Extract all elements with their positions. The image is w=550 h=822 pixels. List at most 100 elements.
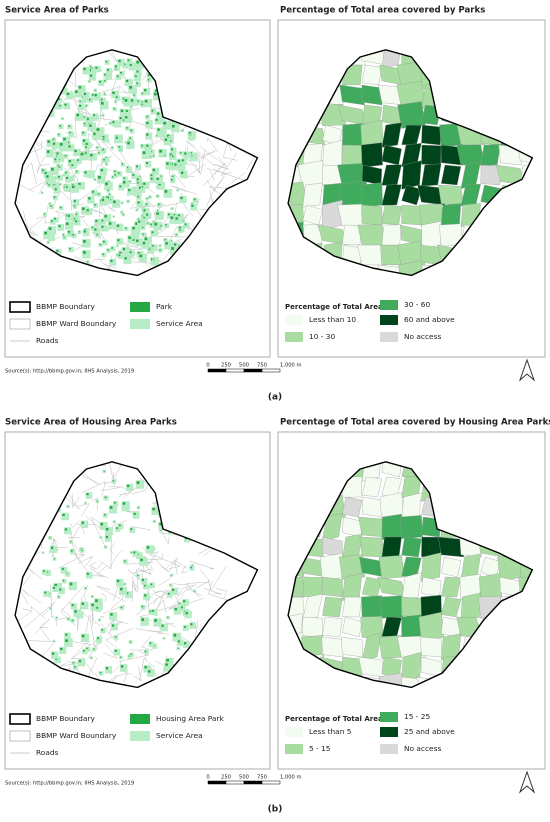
park xyxy=(64,528,68,531)
park xyxy=(57,133,60,136)
service-area xyxy=(127,188,135,196)
service-area xyxy=(155,176,163,184)
park xyxy=(70,541,72,543)
park xyxy=(69,131,71,134)
service-area xyxy=(64,571,71,577)
park xyxy=(144,99,148,103)
legend-swatch xyxy=(285,727,303,737)
park xyxy=(193,590,195,592)
service-area xyxy=(125,591,133,599)
park xyxy=(100,98,103,101)
park xyxy=(152,155,155,157)
park xyxy=(153,520,155,522)
ward xyxy=(358,656,386,678)
service-area xyxy=(85,116,94,125)
park xyxy=(84,152,87,155)
ward-line xyxy=(26,141,42,155)
ward xyxy=(321,636,344,658)
service-area xyxy=(144,161,152,168)
park xyxy=(110,259,113,262)
park xyxy=(91,226,94,229)
park xyxy=(102,148,104,151)
park xyxy=(59,142,63,146)
legend-label: Less than 10 xyxy=(309,315,356,324)
service-area xyxy=(73,148,81,157)
service-area xyxy=(139,557,148,566)
park xyxy=(136,178,139,181)
park xyxy=(137,252,140,255)
park xyxy=(79,100,81,102)
service-area xyxy=(154,117,162,125)
park xyxy=(147,74,150,76)
service-area xyxy=(131,238,138,244)
service-area xyxy=(76,158,82,164)
ward-line xyxy=(150,554,181,569)
park xyxy=(124,256,127,260)
service-area xyxy=(89,152,97,161)
service-area xyxy=(170,587,179,595)
service-area xyxy=(163,189,173,198)
service-area xyxy=(117,253,124,260)
ward-line xyxy=(203,588,222,595)
park xyxy=(97,193,100,195)
park xyxy=(138,186,142,189)
park xyxy=(94,228,97,231)
park xyxy=(114,170,116,173)
park xyxy=(103,470,105,472)
park xyxy=(120,656,122,658)
park xyxy=(166,658,169,662)
park xyxy=(56,152,59,155)
service-area xyxy=(150,608,157,616)
park xyxy=(87,261,89,263)
park xyxy=(112,91,115,95)
park xyxy=(100,101,104,105)
service-area xyxy=(180,605,186,612)
park xyxy=(111,624,115,627)
service-area xyxy=(143,236,152,245)
park xyxy=(154,619,157,622)
left-title: Service Area of Parks xyxy=(5,6,109,16)
service-area xyxy=(68,175,75,182)
park xyxy=(110,613,113,616)
service-area xyxy=(123,255,132,264)
park xyxy=(136,239,139,242)
park xyxy=(71,185,75,189)
ward-line xyxy=(207,566,227,591)
ward-line xyxy=(83,659,94,675)
park xyxy=(163,121,167,125)
ward xyxy=(401,204,422,226)
park xyxy=(50,546,54,549)
park xyxy=(132,174,135,176)
park xyxy=(69,247,72,250)
ward-line xyxy=(215,588,228,599)
service-area xyxy=(104,181,113,191)
park xyxy=(167,616,169,618)
ward xyxy=(339,84,365,106)
park xyxy=(96,500,98,502)
park xyxy=(101,629,104,631)
park xyxy=(164,138,168,142)
service-area xyxy=(113,648,121,656)
source: Source(s): http://bbmp.gov.in; IIHS Anal… xyxy=(5,781,134,787)
service-area xyxy=(156,127,164,136)
right-title: Percentage of Total area covered by Hous… xyxy=(280,418,550,428)
park xyxy=(183,600,186,603)
ward xyxy=(321,576,343,598)
park xyxy=(93,648,95,650)
service-area xyxy=(58,141,68,151)
ward-line xyxy=(177,583,198,597)
legend-label: Roads xyxy=(36,336,59,345)
park xyxy=(163,637,165,639)
park xyxy=(57,596,60,598)
park xyxy=(59,105,61,107)
service-area xyxy=(99,167,108,176)
park xyxy=(94,89,96,91)
service-area xyxy=(135,177,143,184)
ward-line xyxy=(22,589,42,603)
ward xyxy=(302,593,323,621)
park xyxy=(123,177,126,179)
ward-line xyxy=(169,594,204,610)
service-area xyxy=(108,505,118,514)
service-area xyxy=(141,150,151,159)
